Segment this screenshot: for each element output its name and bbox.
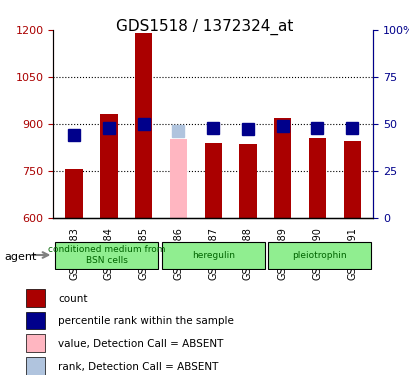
- Bar: [239, 144, 256, 218]
- Text: count: count: [58, 294, 88, 304]
- Text: percentile rank within the sample: percentile rank within the sample: [58, 316, 234, 326]
- Bar: [26, 334, 45, 352]
- Bar: [26, 357, 45, 375]
- Text: agent: agent: [4, 252, 36, 262]
- Text: GDS1518 / 1372324_at: GDS1518 / 1372324_at: [116, 19, 293, 35]
- Bar: [26, 312, 45, 329]
- Bar: [169, 140, 187, 218]
- Bar: [343, 141, 360, 218]
- Text: rank, Detection Call = ABSENT: rank, Detection Call = ABSENT: [58, 362, 218, 372]
- FancyBboxPatch shape: [267, 242, 371, 268]
- Bar: [204, 142, 221, 218]
- FancyBboxPatch shape: [161, 242, 264, 268]
- Bar: [65, 169, 83, 217]
- Bar: [26, 289, 45, 307]
- Bar: [100, 114, 117, 218]
- FancyBboxPatch shape: [55, 242, 158, 268]
- Bar: [273, 117, 291, 218]
- Bar: [308, 138, 326, 218]
- Text: heregulin: heregulin: [191, 251, 234, 260]
- Bar: [135, 33, 152, 218]
- Text: conditioned medium from
BSN cells: conditioned medium from BSN cells: [48, 245, 165, 265]
- Text: pleiotrophin: pleiotrophin: [292, 251, 346, 260]
- Text: value, Detection Call = ABSENT: value, Detection Call = ABSENT: [58, 339, 223, 349]
